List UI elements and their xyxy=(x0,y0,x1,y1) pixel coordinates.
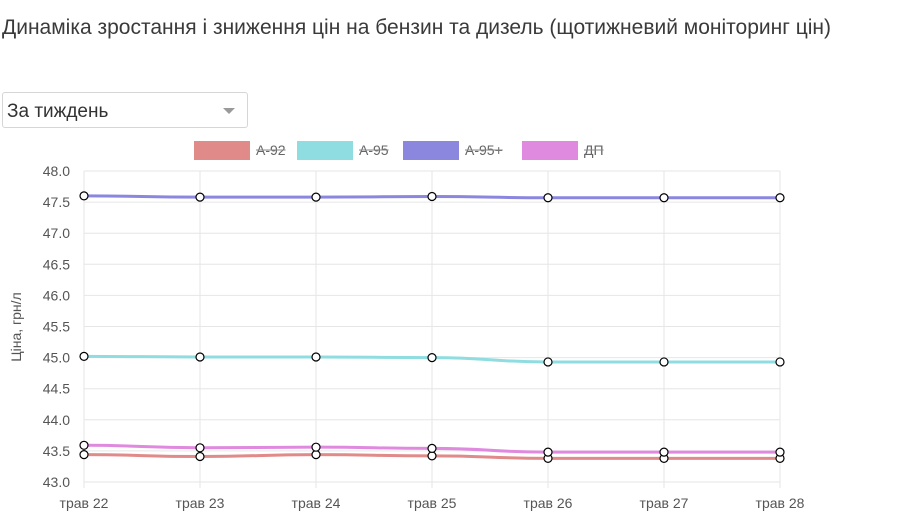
data-point[interactable] xyxy=(311,352,321,362)
data-point[interactable] xyxy=(311,442,321,452)
y-tick-label: 47.5 xyxy=(43,194,70,210)
y-tick-label: 45.0 xyxy=(43,350,70,366)
x-tick-label: трав 28 xyxy=(756,495,805,511)
data-point[interactable] xyxy=(427,191,437,202)
data-point[interactable] xyxy=(543,193,553,203)
data-point[interactable] xyxy=(311,450,321,460)
legend-swatch[interactable] xyxy=(194,141,250,160)
data-point[interactable] xyxy=(775,357,785,367)
data-point[interactable] xyxy=(775,193,785,203)
y-tick-label: 44.0 xyxy=(43,412,70,428)
y-tick-label: 43.0 xyxy=(43,474,70,490)
x-tick-label: трав 25 xyxy=(408,495,457,511)
legend-swatch[interactable] xyxy=(522,141,578,160)
data-point[interactable] xyxy=(79,191,89,201)
data-point[interactable] xyxy=(659,447,669,457)
y-tick-label: 48.0 xyxy=(43,163,70,179)
y-tick-label: 46.0 xyxy=(43,287,70,303)
data-point[interactable] xyxy=(311,192,321,202)
x-tick-label: трав 26 xyxy=(524,495,573,511)
data-point[interactable] xyxy=(79,351,89,361)
data-point[interactable] xyxy=(659,357,669,367)
y-tick-label: 43.5 xyxy=(43,443,70,459)
period-select[interactable]: За тиждень xyxy=(2,92,248,128)
y-tick-label: 47.0 xyxy=(43,225,70,241)
data-point[interactable] xyxy=(195,352,205,362)
data-point[interactable] xyxy=(775,447,785,457)
period-select-value: За тиждень xyxy=(7,101,109,122)
data-point[interactable] xyxy=(427,353,437,363)
y-tick-label: 46.5 xyxy=(43,256,70,272)
legend-swatch[interactable] xyxy=(297,141,353,160)
data-point[interactable] xyxy=(195,443,205,453)
page-title: Динаміка зростання і зниження цін на бен… xyxy=(2,16,832,39)
data-point[interactable] xyxy=(543,447,553,457)
y-tick-label: 44.5 xyxy=(43,381,70,397)
chevron-down-icon xyxy=(223,108,235,114)
x-tick-label: трав 22 xyxy=(60,495,109,511)
y-tick-label: 45.5 xyxy=(43,319,70,335)
legend-swatch[interactable] xyxy=(403,141,459,160)
data-point[interactable] xyxy=(427,451,437,461)
data-point[interactable] xyxy=(659,193,669,203)
x-tick-label: трав 24 xyxy=(292,495,341,511)
y-axis-label: Ціна, грн/л xyxy=(8,292,24,361)
data-point[interactable] xyxy=(195,192,205,202)
data-point[interactable] xyxy=(543,357,553,367)
x-tick-label: трав 27 xyxy=(640,495,689,511)
x-tick-label: трав 23 xyxy=(176,495,225,511)
data-point[interactable] xyxy=(195,451,205,462)
data-point[interactable] xyxy=(79,440,89,450)
data-point[interactable] xyxy=(427,443,437,454)
data-point[interactable] xyxy=(79,450,89,460)
